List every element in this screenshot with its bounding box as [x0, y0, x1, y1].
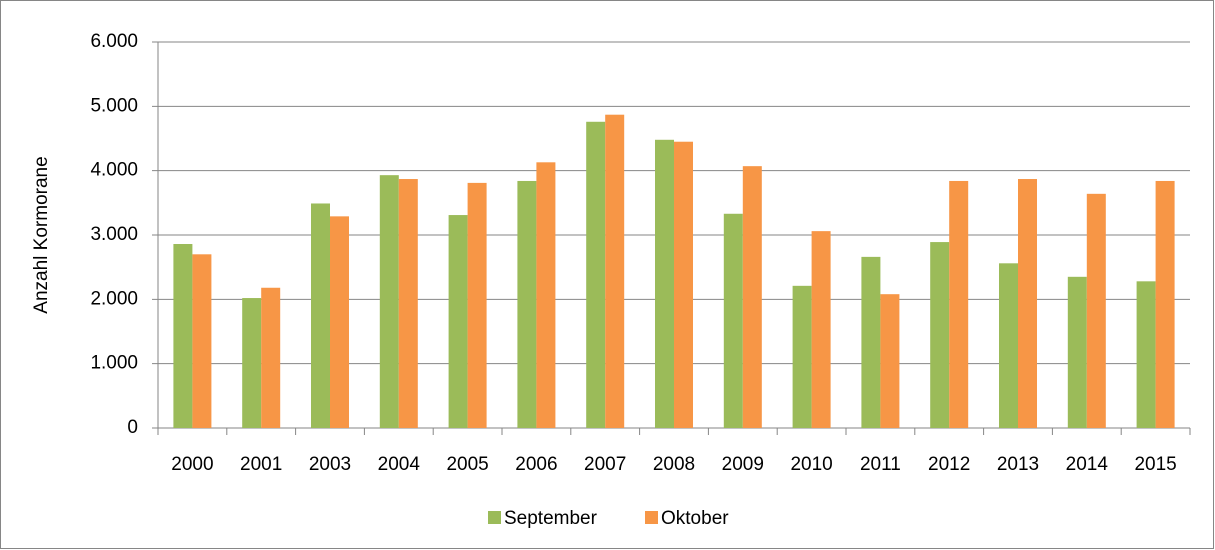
- bar: [999, 263, 1018, 428]
- bar: [655, 139, 674, 428]
- x-tick-label: 2014: [1066, 454, 1109, 475]
- bar: [192, 254, 212, 428]
- bar: [861, 256, 881, 428]
- bar: [605, 114, 625, 429]
- bar: [930, 242, 950, 428]
- x-tick-label: 2006: [515, 454, 557, 475]
- x-tick-label: 2000: [171, 454, 213, 475]
- bar: [742, 166, 762, 428]
- legend-label: September: [504, 508, 598, 529]
- legend-swatch: [488, 511, 501, 524]
- y-tick-label: 1.000: [90, 353, 138, 374]
- x-tick-label: 2012: [928, 454, 970, 475]
- bar: [311, 203, 330, 428]
- bar: [330, 216, 349, 428]
- y-tick-label: 6.000: [90, 31, 138, 52]
- y-tick-label: 2.000: [90, 288, 138, 309]
- x-tick-label: 2013: [997, 454, 1039, 475]
- bar: [1155, 180, 1175, 428]
- bar: [792, 285, 812, 428]
- bar: [1067, 276, 1087, 428]
- bar: [517, 180, 537, 428]
- y-tick-label: 3.000: [90, 224, 138, 245]
- bar: [448, 215, 468, 428]
- x-tick-label: 2011: [860, 454, 901, 475]
- bar: [586, 121, 606, 429]
- bar: [398, 179, 418, 428]
- bar: [173, 244, 193, 428]
- bar: [242, 298, 262, 428]
- x-tick-label: 2003: [309, 454, 351, 475]
- bar: [880, 294, 900, 428]
- x-tick-label: 2005: [446, 454, 488, 475]
- bar: [1136, 281, 1156, 428]
- x-tick-label: 2004: [378, 454, 421, 475]
- y-tick-label: 5.000: [90, 95, 138, 116]
- x-tick-label: 2008: [653, 454, 695, 475]
- bar: [536, 162, 556, 428]
- x-tick-label: 2007: [584, 454, 626, 475]
- bar: [261, 287, 281, 428]
- y-tick-label: 0: [127, 417, 138, 438]
- x-tick-label: 2015: [1134, 454, 1176, 475]
- x-tick-label: 2001: [240, 454, 282, 475]
- bar: [1086, 193, 1106, 428]
- x-tick-label: 2009: [722, 454, 764, 475]
- x-tick-label: 2010: [790, 454, 832, 475]
- bar: [811, 231, 831, 428]
- legend-swatch: [645, 511, 658, 524]
- bar: [467, 182, 487, 428]
- bar: [379, 175, 399, 428]
- bar: [723, 213, 743, 428]
- y-axis-label: Anzahl Kormorane: [31, 156, 52, 313]
- bar: [674, 141, 693, 428]
- bar: [949, 180, 969, 428]
- bar: [1018, 179, 1037, 428]
- y-tick-label: 4.000: [90, 160, 138, 181]
- legend-label: Oktober: [661, 508, 729, 529]
